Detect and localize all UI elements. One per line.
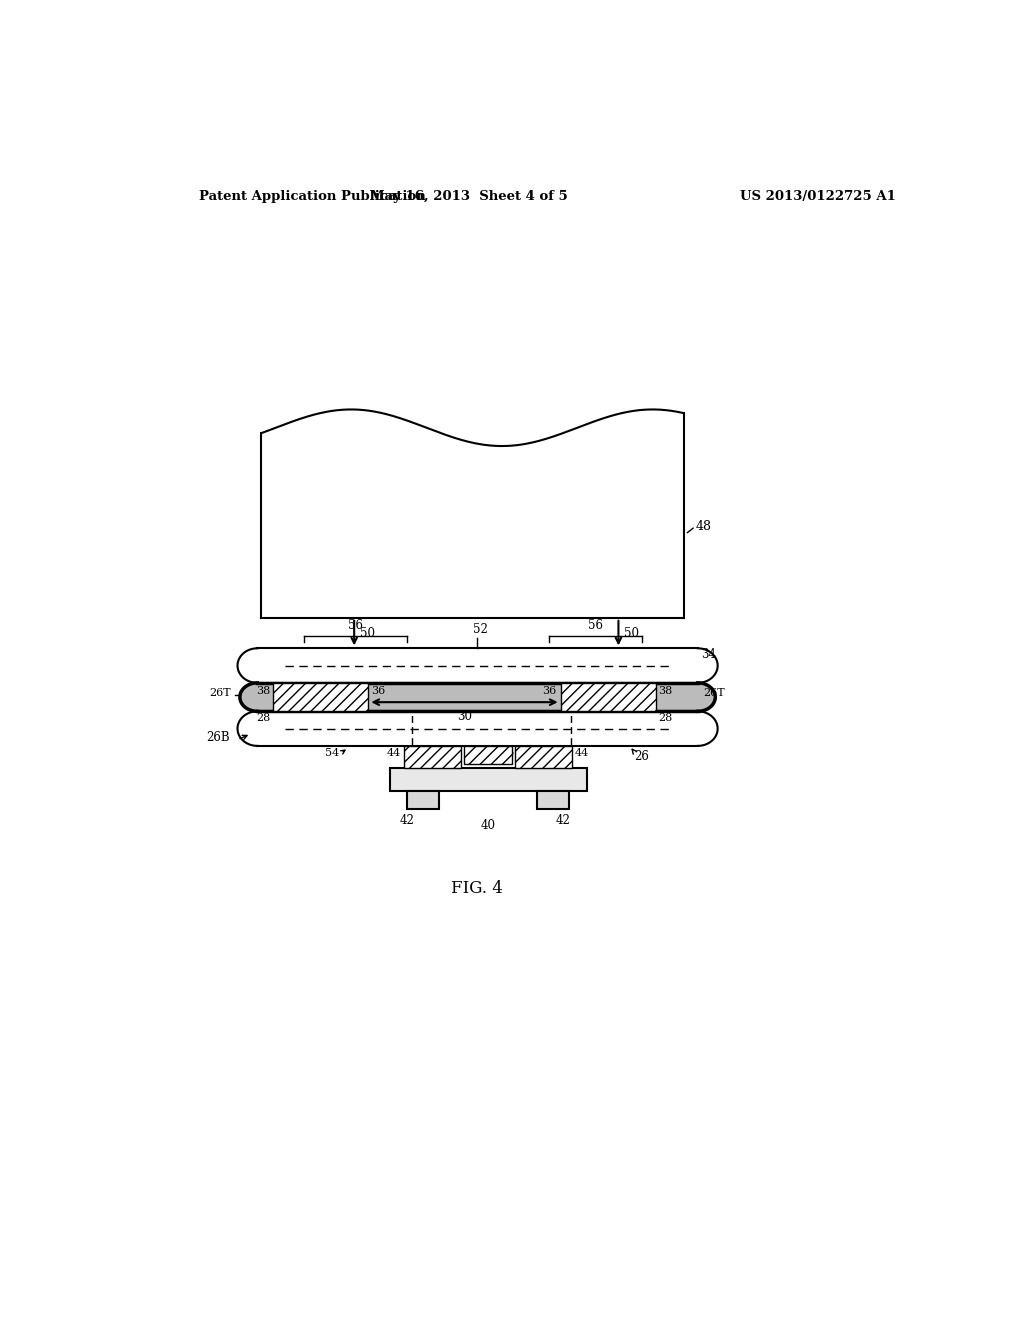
Text: 56: 56: [348, 619, 364, 632]
Text: 48: 48: [695, 520, 712, 533]
Text: 46: 46: [501, 748, 514, 758]
Text: 28: 28: [658, 713, 673, 723]
Bar: [465, 746, 512, 764]
Bar: [390, 768, 587, 791]
Bar: [538, 791, 569, 809]
Text: 26: 26: [634, 750, 649, 763]
Text: 44: 44: [574, 748, 589, 758]
Text: 38: 38: [257, 686, 270, 696]
Text: 42: 42: [400, 814, 415, 826]
Text: 40: 40: [481, 818, 496, 832]
Bar: [404, 746, 461, 768]
Text: 36: 36: [371, 686, 385, 696]
Text: 26T: 26T: [703, 688, 725, 698]
Text: 54: 54: [325, 748, 339, 758]
Text: Patent Application Publication: Patent Application Publication: [200, 190, 426, 202]
Text: May 16, 2013  Sheet 4 of 5: May 16, 2013 Sheet 4 of 5: [371, 190, 568, 202]
Bar: [273, 682, 369, 711]
Bar: [515, 746, 572, 768]
Text: US 2013/0122725 A1: US 2013/0122725 A1: [740, 190, 896, 202]
Bar: [560, 682, 655, 711]
Text: 38: 38: [658, 686, 673, 696]
Text: 30: 30: [457, 710, 472, 723]
Text: 52: 52: [473, 623, 488, 636]
Text: 50: 50: [359, 627, 375, 640]
Text: 26T: 26T: [210, 688, 231, 698]
Text: 36: 36: [543, 686, 557, 696]
Text: 28: 28: [257, 713, 270, 723]
Text: 42: 42: [555, 814, 570, 826]
Bar: [408, 791, 439, 809]
Text: 34: 34: [701, 648, 716, 661]
Text: 26B: 26B: [206, 731, 229, 744]
Polygon shape: [257, 682, 697, 711]
Text: 44: 44: [387, 748, 401, 758]
Text: FIG. 4: FIG. 4: [452, 879, 503, 896]
Text: 56: 56: [588, 619, 603, 632]
Text: 50: 50: [624, 627, 639, 640]
